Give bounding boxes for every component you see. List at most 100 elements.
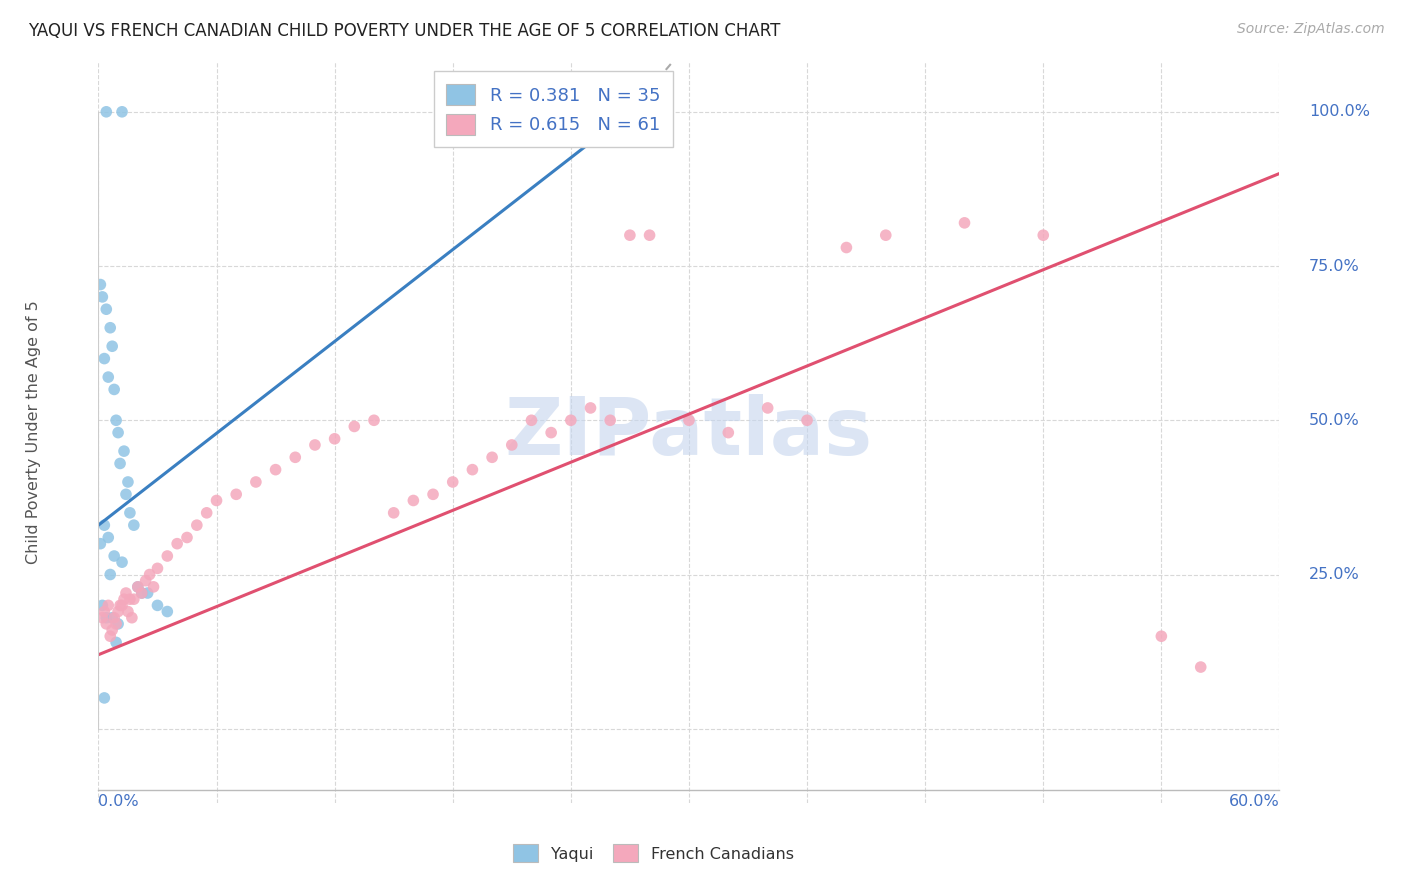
Point xyxy=(599,413,621,427)
Text: 60.0%: 60.0% xyxy=(1229,794,1279,808)
Point xyxy=(105,635,128,649)
Point xyxy=(107,616,129,631)
Point xyxy=(146,561,169,575)
Point xyxy=(1189,660,1212,674)
Point xyxy=(103,383,125,397)
Point xyxy=(146,599,169,613)
Point xyxy=(112,592,135,607)
Point xyxy=(118,592,141,607)
Point xyxy=(89,277,111,292)
Point xyxy=(127,580,149,594)
Point xyxy=(205,493,228,508)
Point xyxy=(115,487,138,501)
Point xyxy=(520,413,543,427)
Point xyxy=(96,104,118,119)
Point xyxy=(756,401,779,415)
Point xyxy=(101,611,124,625)
Point xyxy=(98,320,121,334)
Point xyxy=(115,586,138,600)
Point xyxy=(560,413,582,427)
Point xyxy=(112,444,135,458)
Point xyxy=(107,425,129,440)
Point xyxy=(579,401,602,415)
Point xyxy=(382,506,405,520)
Point xyxy=(91,290,114,304)
Point xyxy=(111,555,134,569)
Point xyxy=(156,605,179,619)
Text: ZIPatlas: ZIPatlas xyxy=(505,393,873,472)
Point xyxy=(363,413,385,427)
Point xyxy=(501,438,523,452)
Point xyxy=(93,605,115,619)
Point xyxy=(135,574,157,588)
Point xyxy=(186,518,208,533)
Point xyxy=(111,104,134,119)
Text: 50.0%: 50.0% xyxy=(1309,413,1360,428)
Point xyxy=(105,413,128,427)
Point xyxy=(89,536,111,550)
Point xyxy=(97,599,120,613)
Point xyxy=(402,493,425,508)
Text: 25.0%: 25.0% xyxy=(1309,567,1360,582)
Point xyxy=(93,351,115,366)
Point xyxy=(131,586,153,600)
Point xyxy=(422,487,444,501)
Point xyxy=(835,240,858,255)
Point xyxy=(98,629,121,643)
Point xyxy=(101,623,124,637)
Point xyxy=(1032,228,1054,243)
Point xyxy=(122,518,145,533)
Point xyxy=(461,462,484,476)
Point xyxy=(343,419,366,434)
Point xyxy=(118,506,141,520)
Point xyxy=(195,506,218,520)
Point xyxy=(619,228,641,243)
Point xyxy=(156,549,179,563)
Point xyxy=(111,599,134,613)
Point xyxy=(103,611,125,625)
Point xyxy=(96,611,118,625)
Point xyxy=(284,450,307,465)
Point xyxy=(1150,629,1173,643)
Point xyxy=(127,580,149,594)
Point xyxy=(91,611,114,625)
Point xyxy=(638,228,661,243)
Point xyxy=(98,567,121,582)
Point xyxy=(953,216,976,230)
Point xyxy=(176,531,198,545)
Point xyxy=(91,599,114,613)
Point xyxy=(105,616,128,631)
Point xyxy=(97,531,120,545)
Point xyxy=(796,413,818,427)
Point xyxy=(304,438,326,452)
Point xyxy=(121,611,143,625)
Point xyxy=(323,432,346,446)
Point xyxy=(101,339,124,353)
Point xyxy=(875,228,897,243)
Point xyxy=(441,475,464,489)
Text: YAQUI VS FRENCH CANADIAN CHILD POVERTY UNDER THE AGE OF 5 CORRELATION CHART: YAQUI VS FRENCH CANADIAN CHILD POVERTY U… xyxy=(28,22,780,40)
Point xyxy=(117,475,139,489)
Point xyxy=(103,549,125,563)
Point xyxy=(122,592,145,607)
Point xyxy=(97,370,120,384)
Point xyxy=(93,690,115,705)
Text: Child Poverty Under the Age of 5: Child Poverty Under the Age of 5 xyxy=(25,301,41,565)
Point xyxy=(107,605,129,619)
Point xyxy=(142,580,165,594)
Point xyxy=(138,567,160,582)
Point xyxy=(166,536,188,550)
Text: 100.0%: 100.0% xyxy=(1309,104,1369,120)
Point xyxy=(108,599,131,613)
Point xyxy=(96,616,118,631)
Point xyxy=(678,413,700,427)
Point xyxy=(136,586,159,600)
Point xyxy=(717,425,740,440)
Point xyxy=(264,462,287,476)
Text: Source: ZipAtlas.com: Source: ZipAtlas.com xyxy=(1237,22,1385,37)
Text: 75.0%: 75.0% xyxy=(1309,259,1360,274)
Point xyxy=(481,450,503,465)
Point xyxy=(540,425,562,440)
Legend: Yaqui, French Canadians: Yaqui, French Canadians xyxy=(506,838,800,869)
Text: 0.0%: 0.0% xyxy=(98,794,139,808)
